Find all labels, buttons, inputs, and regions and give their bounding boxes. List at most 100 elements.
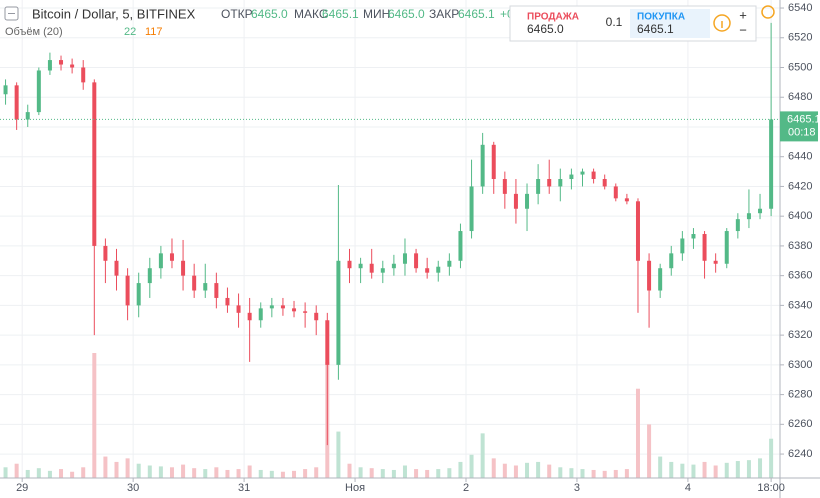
candle-body [3, 85, 8, 95]
y-tick-label: 6320 [788, 329, 812, 341]
volume-bar [735, 461, 740, 478]
volume-bar [469, 454, 474, 478]
sell-button[interactable] [516, 9, 600, 38]
volume-bar [436, 469, 441, 478]
candle-body [92, 82, 97, 246]
volume-bar [758, 458, 763, 478]
volume-bar [380, 469, 385, 478]
volume-bar [480, 433, 485, 478]
plus-button[interactable]: + [739, 7, 747, 22]
candle-body [147, 268, 152, 284]
x-tick-label: 18:00 [757, 482, 785, 494]
volume-bar [702, 461, 707, 478]
volume-bar [713, 465, 718, 478]
volume-bar [169, 467, 174, 478]
y-tick-label: 6480 [788, 91, 812, 103]
candle-body [647, 260, 652, 291]
candle-body [425, 268, 430, 273]
candle-body [569, 174, 574, 180]
info-icon[interactable] [713, 14, 731, 32]
volume-label: Объём (20) [5, 26, 63, 38]
volume-layer [3, 353, 774, 478]
y-tick-label: 6360 [788, 270, 812, 282]
candle-body [414, 253, 419, 269]
volume-bar [669, 461, 674, 478]
volume-bar [14, 463, 19, 478]
last-price-label: 6465.1 [787, 113, 820, 125]
volume-ma-value: 117 [145, 26, 163, 38]
volume-bar [569, 468, 574, 478]
candle-body [635, 201, 640, 261]
candle-body [547, 179, 552, 187]
axes: 6240 6260 6280 6300 6320 6340 6360 6380 6400 6420… [16, 2, 820, 494]
settings-icon[interactable] [761, 5, 775, 19]
candle-body [724, 231, 729, 264]
volume-bar [25, 469, 30, 478]
y-tick-label: 6240 [788, 448, 812, 460]
candle-body [59, 60, 64, 65]
volume-bar [47, 470, 52, 478]
volume-bar [502, 463, 507, 478]
candle-body [436, 266, 441, 273]
candle-body [691, 234, 696, 239]
volume-bar [635, 388, 640, 478]
countdown: 00:18 [788, 126, 816, 138]
candle-body [502, 179, 507, 194]
candle-body [402, 253, 407, 264]
minus-button[interactable]: − [739, 22, 747, 37]
candle-body [47, 60, 52, 71]
candle-body [181, 260, 186, 276]
volume-bar [447, 468, 452, 478]
x-tick-label: 30 [127, 482, 139, 494]
candle-body [247, 312, 252, 321]
candle-body [236, 305, 241, 313]
volume-bar [314, 467, 319, 478]
y-tick-label: 6300 [788, 359, 812, 371]
volume-bar [214, 467, 219, 478]
volume-bar [59, 469, 64, 478]
candle-body [469, 186, 474, 232]
candle-body [303, 311, 308, 313]
volume-bar [269, 470, 274, 478]
volume-bar [591, 469, 596, 478]
candle-body [169, 253, 174, 261]
volume-bar [236, 469, 241, 478]
candle-body [280, 305, 285, 309]
y-tick-label: 6520 [788, 32, 812, 44]
candle-body [391, 263, 396, 269]
candle-body [114, 260, 119, 276]
volume-bar [247, 465, 252, 478]
volume-bar [513, 465, 518, 478]
candle-body [81, 67, 86, 83]
volume-bar [3, 467, 8, 478]
volume-bar [414, 469, 419, 478]
volume-bar [103, 456, 108, 478]
candle-body [713, 260, 718, 264]
spread: 0.1 [606, 15, 623, 29]
candle-body [203, 283, 208, 291]
volume-bar [181, 464, 186, 478]
volume-bar [746, 460, 751, 478]
candle-body [591, 171, 596, 180]
symbol-title: Bitcoin / Dollar, 5, BITFINEX [32, 6, 196, 21]
buy-button[interactable] [630, 9, 710, 38]
volume-bar [292, 470, 297, 478]
candle-body [269, 305, 274, 309]
x-tick-label: 3 [574, 482, 580, 494]
candle-body [325, 320, 330, 365]
candle-body [336, 260, 341, 365]
volume-bar [402, 465, 407, 478]
volume-bar [680, 463, 685, 478]
volume-bar [724, 462, 729, 478]
volume-bar [558, 467, 563, 478]
buy-price: 6465.1 [637, 22, 674, 36]
candle-body [525, 193, 530, 209]
volume-bar [158, 466, 163, 478]
candle-body [292, 308, 297, 312]
x-tick-label: 4 [685, 482, 691, 494]
candle-body [125, 275, 130, 306]
volume-bar [391, 469, 396, 478]
trade-widget: ПРОДАЖА 6465.0 0.1 ПОКУПКА 6465.1 + − [509, 5, 757, 42]
